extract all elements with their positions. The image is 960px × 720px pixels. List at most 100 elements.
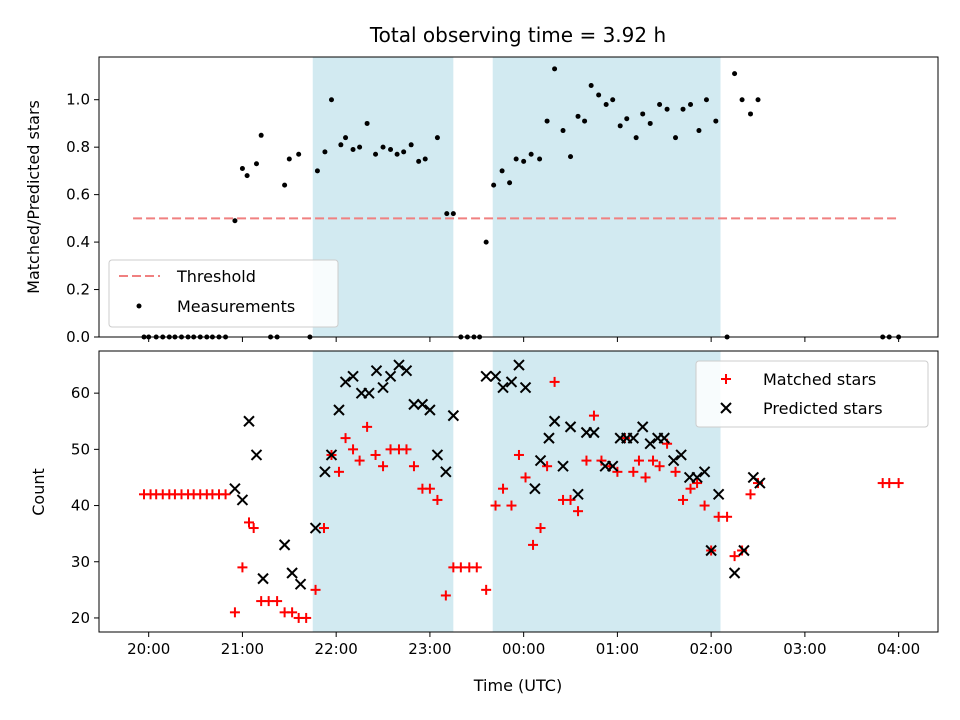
matched-point xyxy=(310,584,321,595)
predicted-point xyxy=(363,387,375,399)
chart-title: Total observing time = 3.92 h xyxy=(369,23,666,47)
x-tick-label: 01:00 xyxy=(596,640,639,658)
predicted-point xyxy=(513,359,525,371)
predicted-point xyxy=(658,432,670,444)
measurement-point xyxy=(401,149,407,155)
x-tick-label: 00:00 xyxy=(502,640,545,658)
measurement-point xyxy=(388,147,394,153)
predicted-point xyxy=(505,376,518,388)
predicted-point xyxy=(393,359,405,371)
shaded-interval xyxy=(492,351,721,632)
predicted-point xyxy=(250,449,263,461)
predicted-point xyxy=(416,398,429,411)
measurement-point xyxy=(624,116,630,122)
predicted-point xyxy=(738,544,750,557)
matched-point xyxy=(528,539,539,550)
measurement-point xyxy=(444,211,450,217)
measurement-point xyxy=(528,151,534,157)
predicted-point xyxy=(257,572,269,585)
measurement-point xyxy=(713,118,719,124)
predicted-point xyxy=(325,449,338,461)
matched-point xyxy=(513,449,524,460)
predicted-point xyxy=(236,494,249,506)
top-plot-frame xyxy=(98,56,939,338)
predicted-point xyxy=(728,567,741,579)
legend-predicted-label: Predicted stars xyxy=(763,399,883,418)
measurement-point xyxy=(343,135,349,141)
measurement-point xyxy=(657,101,663,107)
top-y-ticks: 0.0 0.2 0.4 0.6 0.8 1.0 xyxy=(66,91,99,346)
predicted-point xyxy=(400,364,413,377)
matched-point xyxy=(432,494,443,505)
predicted-point xyxy=(497,381,509,394)
measurement-point xyxy=(673,135,679,141)
predicted-point xyxy=(424,404,436,416)
matched-point xyxy=(699,500,710,511)
matched-point xyxy=(729,551,740,562)
matched-point xyxy=(542,461,553,472)
top-x-ticks xyxy=(148,337,900,342)
predicted-point xyxy=(637,421,649,433)
y-tick-label: 0.2 xyxy=(66,281,90,299)
y-tick-label: 0.0 xyxy=(66,328,90,346)
matched-point xyxy=(692,478,703,489)
matched-point xyxy=(440,590,451,601)
predicted-point xyxy=(607,460,619,472)
matched-point xyxy=(581,455,592,466)
matched-point xyxy=(287,607,298,618)
legend-measurement-label: Measurements xyxy=(177,297,295,316)
matched-point xyxy=(640,472,651,483)
matched-point xyxy=(333,466,344,477)
y-tick-label: 60 xyxy=(71,384,90,402)
measurement-point xyxy=(296,151,302,157)
measurement-point xyxy=(282,182,288,188)
measurement-point xyxy=(322,149,328,155)
matched-point xyxy=(498,483,509,494)
matched-point xyxy=(737,545,748,556)
top-y-axis-label: Matched/Predicted stars xyxy=(24,100,43,294)
measurement-point xyxy=(450,211,456,217)
bottom-x-ticks: 20:00 21:00 22:00 23:00 00:00 01:00 02:00 03:00… xyxy=(127,632,920,658)
matched-point xyxy=(481,584,492,595)
measurement-point xyxy=(394,151,400,157)
measurement-point xyxy=(253,161,259,167)
measurement-point xyxy=(560,128,566,134)
matched-point xyxy=(424,483,435,494)
measurement-point xyxy=(491,182,497,188)
matched-point xyxy=(263,596,274,607)
matched-point xyxy=(884,478,895,489)
top-shaded-intervals xyxy=(312,57,721,337)
measurement-point xyxy=(582,118,588,124)
predicted-points xyxy=(229,359,766,590)
legend-matched-marker xyxy=(721,374,731,384)
measurement-point xyxy=(244,173,250,179)
x-tick-label: 23:00 xyxy=(408,640,451,658)
x-axis-label: Time (UTC) xyxy=(473,676,562,695)
matched-point xyxy=(506,500,517,511)
measurement-point xyxy=(552,66,558,72)
measurement-point xyxy=(380,144,386,150)
measurement-point xyxy=(640,111,646,117)
measurement-point xyxy=(596,92,602,98)
measurement-point xyxy=(483,239,489,245)
x-tick-label: 20:00 xyxy=(127,640,170,658)
predicted-point xyxy=(557,460,569,472)
bottom-y-ticks: 20 30 40 50 60 xyxy=(71,384,99,627)
matched-point xyxy=(628,466,639,477)
x-tick-label: 22:00 xyxy=(315,640,358,658)
measurement-point xyxy=(755,97,761,103)
measurement-point xyxy=(588,82,594,88)
measurement-point xyxy=(232,218,238,224)
predicted-point xyxy=(440,466,452,478)
measurement-point xyxy=(647,120,653,126)
measurement-point xyxy=(499,168,505,174)
matched-point xyxy=(248,523,259,534)
legend-matched-label: Matched stars xyxy=(763,370,876,389)
predicted-point xyxy=(548,415,561,427)
measurement-point xyxy=(703,97,709,103)
measurement-point xyxy=(680,106,686,112)
predicted-point xyxy=(572,488,584,501)
measurement-point xyxy=(286,156,292,162)
predicted-point xyxy=(564,421,577,433)
